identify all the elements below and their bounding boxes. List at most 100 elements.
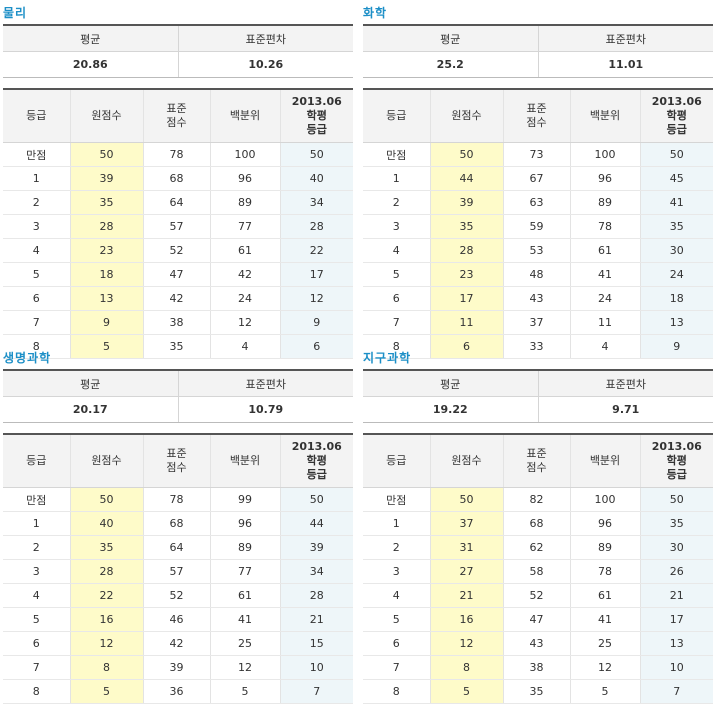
raw-score-cell: 44 bbox=[429, 166, 503, 191]
mock-grade-cell: 50 bbox=[279, 487, 353, 512]
grade-cell: 5 bbox=[3, 607, 70, 632]
table-row: 3 28 57 77 34 bbox=[3, 559, 353, 584]
table-row: 7 8 39 12 10 bbox=[3, 655, 353, 680]
stats-table: 평균 표준편차 25.2 11.01 bbox=[363, 24, 713, 78]
mean-value: 25.2 bbox=[363, 51, 538, 78]
standard-score-cell: 52 bbox=[502, 583, 570, 608]
sd-value: 10.26 bbox=[177, 51, 353, 78]
header-line: 학평 bbox=[306, 109, 327, 122]
grade-cell: 6 bbox=[363, 286, 430, 311]
raw-score-cell: 35 bbox=[69, 535, 143, 560]
sd-header: 표준편차 bbox=[537, 25, 713, 52]
percentile-cell: 78 bbox=[569, 559, 640, 584]
standard-score-cell: 73 bbox=[502, 142, 570, 167]
mock-grade-cell: 13 bbox=[639, 310, 713, 335]
header-line: 점수 bbox=[526, 116, 547, 129]
percentile-cell: 100 bbox=[569, 142, 640, 167]
raw-score-cell: 9 bbox=[69, 310, 143, 335]
raw-score-cell: 50 bbox=[429, 487, 503, 512]
raw-score-cell: 23 bbox=[429, 262, 503, 287]
grade-cell: 5 bbox=[363, 607, 430, 632]
raw-score-cell: 12 bbox=[429, 631, 503, 656]
table-row: 4 22 52 61 28 bbox=[3, 583, 353, 608]
mock-grade-cell: 9 bbox=[279, 310, 353, 335]
percentile-cell: 77 bbox=[209, 214, 280, 239]
grade-cell: 7 bbox=[363, 655, 430, 680]
raw-score-cell: 37 bbox=[429, 511, 503, 536]
table-row: 7 9 38 12 9 bbox=[3, 310, 353, 335]
grade-cell: 2 bbox=[3, 190, 70, 215]
standard-score-cell: 78 bbox=[142, 487, 210, 512]
percentile-cell: 61 bbox=[209, 583, 280, 608]
percentile-cell: 5 bbox=[569, 679, 640, 704]
mock-grade-cell: 44 bbox=[279, 511, 353, 536]
grade-header-row: 등급 원점수 표준 점수 백분위 2013.06 학평 등급 bbox=[3, 434, 353, 488]
grade-cell: 7 bbox=[3, 310, 70, 335]
raw-score-cell: 28 bbox=[429, 238, 503, 263]
mean-value: 20.17 bbox=[3, 396, 178, 423]
grade-cell: 8 bbox=[3, 679, 70, 704]
grade-table: 등급 원점수 표준 점수 백분위 2013.06 학평 등급 만점 50 78 100 50 1 39 68 9… bbox=[3, 88, 353, 359]
standard-score-cell: 67 bbox=[502, 166, 570, 191]
header-line: 학평 bbox=[306, 454, 327, 467]
table-row: 2 31 62 89 30 bbox=[363, 535, 713, 560]
raw-score-header: 원점수 bbox=[429, 434, 503, 488]
standard-score-header: 표준 점수 bbox=[502, 89, 570, 143]
standard-score-cell: 58 bbox=[502, 559, 570, 584]
grade-cell: 4 bbox=[3, 238, 70, 263]
grade-table: 등급 원점수 표준 점수 백분위 2013.06 학평 등급 만점 50 73 100 50 1 44 67 9… bbox=[363, 88, 713, 359]
grade-cell: 8 bbox=[363, 334, 430, 359]
grade-table: 등급 원점수 표준 점수 백분위 2013.06 학평 등급 만점 50 82 100 50 1 37 68 9… bbox=[363, 433, 713, 704]
mock-grade-cell: 7 bbox=[279, 679, 353, 704]
standard-score-cell: 42 bbox=[142, 286, 210, 311]
standard-score-cell: 33 bbox=[502, 334, 570, 359]
stats-value-row: 25.2 11.01 bbox=[363, 51, 713, 78]
table-row: 만점 50 78 99 50 bbox=[3, 487, 353, 512]
mean-value: 19.22 bbox=[363, 396, 538, 423]
grade-header-row: 등급 원점수 표준 점수 백분위 2013.06 학평 등급 bbox=[3, 89, 353, 143]
standard-score-cell: 62 bbox=[502, 535, 570, 560]
grade-cell: 7 bbox=[363, 310, 430, 335]
table-row: 7 8 38 12 10 bbox=[363, 655, 713, 680]
stats-table: 평균 표준편차 20.17 10.79 bbox=[3, 369, 353, 423]
raw-score-header: 원점수 bbox=[69, 89, 143, 143]
mock-grade-cell: 18 bbox=[639, 286, 713, 311]
percentile-cell: 11 bbox=[569, 310, 640, 335]
table-row: 6 13 42 24 12 bbox=[3, 286, 353, 311]
standard-score-cell: 35 bbox=[502, 679, 570, 704]
header-line: 2013.06 bbox=[291, 440, 342, 453]
standard-score-header: 표준 점수 bbox=[142, 89, 210, 143]
standard-score-cell: 35 bbox=[142, 334, 210, 359]
raw-score-cell: 5 bbox=[429, 679, 503, 704]
mock-grade-cell: 35 bbox=[639, 214, 713, 239]
mock-grade-cell: 40 bbox=[279, 166, 353, 191]
mock-grade-cell: 41 bbox=[639, 190, 713, 215]
table-row: 7 11 37 11 13 bbox=[363, 310, 713, 335]
raw-score-cell: 23 bbox=[69, 238, 143, 263]
grade-cell: 8 bbox=[3, 334, 70, 359]
percentile-cell: 42 bbox=[209, 262, 280, 287]
percentile-cell: 89 bbox=[209, 190, 280, 215]
percentile-header: 백분위 bbox=[209, 89, 280, 143]
percentile-cell: 41 bbox=[569, 607, 640, 632]
table-row: 5 16 46 41 21 bbox=[3, 607, 353, 632]
raw-score-cell: 16 bbox=[429, 607, 503, 632]
header-line: 등급 bbox=[666, 468, 687, 481]
standard-score-cell: 57 bbox=[142, 559, 210, 584]
subject-panel: 물리 평균 표준편차 20.86 10.26 등급 원점수 표준 점수 백분위 2013.06 학평 등… bbox=[3, 0, 353, 359]
subject-panel: 화학 평균 표준편차 25.2 11.01 등급 원점수 표준 점수 백분위 2013.06 학평 등급… bbox=[363, 0, 713, 359]
subject-panel: 생명과학 평균 표준편차 20.17 10.79 등급 원점수 표준 점수 백분위 2013.06 학… bbox=[3, 345, 353, 704]
stats-value-row: 20.17 10.79 bbox=[3, 396, 353, 423]
mock-grade-cell: 39 bbox=[279, 535, 353, 560]
header-line: 점수 bbox=[166, 461, 187, 474]
raw-score-header: 원점수 bbox=[69, 434, 143, 488]
grade-cell: 만점 bbox=[3, 487, 70, 512]
raw-score-cell: 28 bbox=[69, 559, 143, 584]
mock-grade-header: 2013.06 학평 등급 bbox=[279, 89, 353, 143]
grade-header-row: 등급 원점수 표준 점수 백분위 2013.06 학평 등급 bbox=[363, 434, 713, 488]
subject-title: 지구과학 bbox=[363, 351, 412, 365]
table-row: 5 23 48 41 24 bbox=[363, 262, 713, 287]
mock-grade-cell: 26 bbox=[639, 559, 713, 584]
mock-grade-cell: 30 bbox=[639, 535, 713, 560]
mock-grade-cell: 21 bbox=[279, 607, 353, 632]
